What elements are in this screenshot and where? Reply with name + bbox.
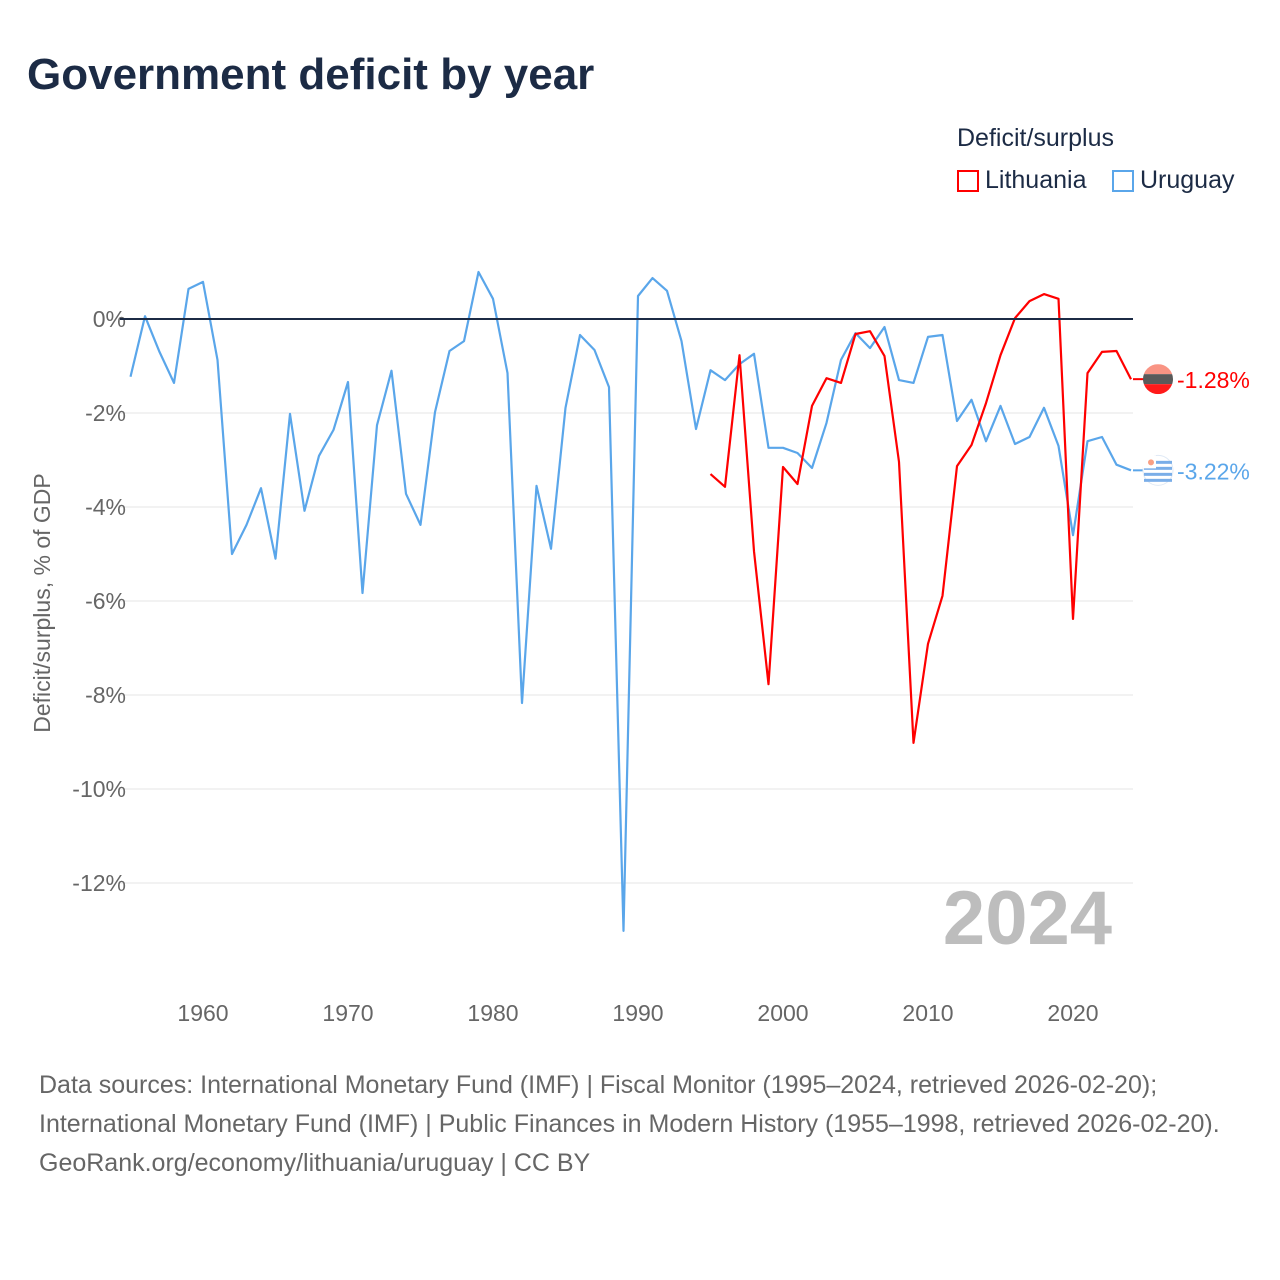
legend-swatch bbox=[957, 169, 979, 192]
end-value-label: -1.28% bbox=[1177, 367, 1250, 393]
line-chart: 0%-2%-4%-6%-8%-10%-12%1960 1970 1980 1990 20… bbox=[29, 270, 1250, 1026]
y-tick-label: -8% bbox=[85, 682, 126, 708]
x-tick-label: 2020 bbox=[1047, 1000, 1098, 1026]
legend-item-uruguay[interactable]: Uruguay bbox=[1112, 166, 1235, 195]
flag-uruguay-icon bbox=[1142, 454, 1174, 486]
x-tick-label: 1970 bbox=[322, 1000, 373, 1026]
legend-label: Lithuania bbox=[985, 166, 1087, 194]
year-watermark: 2024 bbox=[943, 876, 1112, 961]
x-tick-label: 1980 bbox=[467, 1000, 518, 1026]
legend-item-lithuania[interactable]: Lithuania bbox=[957, 166, 1086, 195]
credit-link[interactable]: GeoRank.org/economy/lithuania/uruguay | … bbox=[39, 1149, 591, 1177]
x-tick-label: 1990 bbox=[612, 1000, 663, 1026]
y-tick-label: -4% bbox=[85, 494, 126, 520]
legend-swatch bbox=[1112, 169, 1134, 192]
series-line-uruguay bbox=[129, 270, 1132, 933]
x-tick-label: 2000 bbox=[757, 1000, 808, 1026]
chart-title: Government deficit by year bbox=[27, 50, 595, 99]
legend-label: Uruguay bbox=[1140, 166, 1235, 194]
series-line-lithuania bbox=[709, 293, 1132, 745]
y-axis-label: Deficit/surplus, % of GDP bbox=[29, 473, 55, 732]
footer: Data sources: International Monetary Fun… bbox=[39, 1066, 1239, 1183]
y-tick-label: -6% bbox=[85, 588, 126, 614]
x-tick-label: 1960 bbox=[177, 1000, 228, 1026]
legend-title: Deficit/surplus bbox=[957, 124, 1114, 152]
flag-lithuania-icon bbox=[1143, 364, 1173, 395]
x-tick-label: 2010 bbox=[902, 1000, 953, 1026]
y-tick-label: -12% bbox=[72, 870, 126, 896]
y-tick-label: -10% bbox=[72, 776, 126, 802]
end-value-label: -3.22% bbox=[1177, 458, 1250, 484]
y-tick-label: -2% bbox=[85, 400, 126, 426]
data-sources: Data sources: International Monetary Fun… bbox=[39, 1071, 1220, 1138]
